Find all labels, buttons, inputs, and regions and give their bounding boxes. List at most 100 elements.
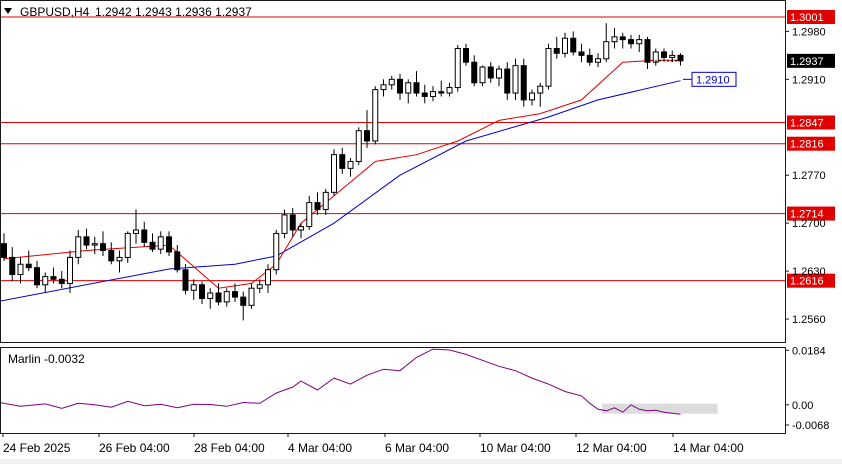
candle (100, 231, 106, 257)
osc-tick-label: 0.00 (792, 400, 813, 412)
candle (628, 34, 634, 49)
time-tick-label: 14 Mar 04:00 (673, 441, 744, 455)
osc-tick-label: 0.0184 (792, 345, 826, 357)
candle (578, 43, 585, 63)
candle (603, 23, 610, 63)
candle-body-bull (67, 256, 73, 284)
candle (34, 260, 40, 289)
price-axis: 1.3001 1.2847 1.2816 1.2714 1.2616 1.2980 1.29… (785, 10, 835, 326)
time-tick-label: 28 Feb 04:00 (194, 441, 265, 455)
candle (553, 36, 560, 59)
candle-body-bull (298, 226, 304, 231)
main-plot: 1.2910 (0, 16, 785, 321)
candle-body-bear (240, 296, 247, 306)
oscillator-range-box (602, 403, 718, 414)
candle-body-bull (133, 229, 139, 234)
candle (644, 36, 651, 70)
candle-body-bull (603, 41, 610, 60)
candle-body-bull (496, 68, 502, 79)
candle (347, 158, 354, 177)
candle-body-bull (256, 284, 263, 289)
candle (331, 149, 337, 196)
candle (463, 43, 469, 66)
candle-body-bull (372, 89, 379, 142)
candle-body-bull (405, 82, 412, 94)
ohlc-values: 1.2942 1.2943 1.2936 1.2937 (95, 5, 252, 19)
candle-body-bull (380, 84, 387, 91)
candle (232, 283, 238, 302)
candle-body-bear (141, 229, 148, 243)
candle (595, 53, 601, 68)
candle (190, 279, 197, 300)
candle-body-bear (232, 291, 238, 298)
price-tick-label: 1.2910 (792, 74, 826, 86)
candle (520, 58, 527, 107)
candle (215, 283, 222, 306)
candle-body-bull (265, 269, 271, 286)
price-tick-label: 1.2560 (792, 314, 826, 326)
candle (133, 209, 139, 244)
candle-body-bear (182, 269, 189, 291)
candle-body-bull (281, 214, 288, 234)
candle-body-bull (636, 39, 643, 45)
oscillator-plot (0, 348, 718, 415)
level-tag (787, 273, 835, 288)
candle-body-bull (537, 85, 544, 94)
triangle-down-icon[interactable] (4, 8, 12, 14)
candle-body-bear (215, 292, 222, 303)
candle (454, 45, 461, 92)
candle (421, 84, 428, 104)
time-tick-label: 24 Feb 2025 (3, 441, 71, 455)
candle (50, 267, 57, 284)
level-value: 1.2847 (790, 117, 824, 129)
candle-body-bear (421, 92, 428, 97)
candle-body-bull (355, 130, 362, 163)
candle-body-bear (83, 236, 90, 246)
level-value: 1.2714 (790, 209, 824, 221)
candle-body-bull (652, 51, 659, 63)
candle-body-bear (58, 278, 65, 284)
oscillator-axis: 0.0184 0.00 -0.0068 (785, 345, 829, 432)
ma-slow-line (0, 80, 681, 302)
oscillator-frame (0, 347, 786, 434)
candle (124, 231, 131, 263)
ma-fast-line (3, 59, 681, 289)
candle (314, 192, 321, 215)
candle-body-bull (124, 232, 131, 258)
osc-tick-label: -0.0068 (792, 420, 829, 432)
candle-body-bull (17, 263, 24, 276)
time-tick-label: 10 Mar 04:00 (480, 441, 551, 455)
candle-body-bull (512, 65, 519, 94)
candle-body-bear (438, 91, 445, 94)
level-tag (787, 10, 835, 25)
candle-body-bull (454, 48, 461, 89)
candle (67, 250, 73, 294)
candle-body-bull (669, 54, 676, 58)
candle-body-bull (446, 87, 453, 94)
candle (636, 34, 643, 52)
candle-body-bear (487, 66, 494, 79)
candle-body-bear (504, 68, 511, 94)
price-tick-label: 1.2700 (792, 218, 826, 230)
candle-body-bull (595, 58, 601, 63)
candle-body-bull (248, 287, 255, 306)
level-tag (787, 115, 835, 130)
candle-body-bear (1, 243, 7, 258)
price-tick-label: 1.2630 (792, 266, 826, 278)
candle-body-bear (677, 54, 684, 62)
candle (652, 48, 659, 66)
candle (256, 279, 263, 294)
candle (487, 62, 494, 83)
candle-body-bear (570, 37, 577, 53)
candle-body-bear (471, 61, 478, 84)
candle-body-bear (50, 276, 57, 280)
candle (9, 247, 16, 282)
candle (611, 27, 618, 49)
candle-body-bull (223, 291, 230, 303)
time-tick-label: 4 Mar 04:00 (288, 441, 352, 455)
candle (91, 236, 98, 254)
time-axis: 24 Feb 2025 26 Feb 04:00 28 Feb 04:00 4 Mar… (2, 433, 744, 455)
candle-body-bear (661, 51, 667, 58)
candle-body-bull (347, 161, 354, 169)
